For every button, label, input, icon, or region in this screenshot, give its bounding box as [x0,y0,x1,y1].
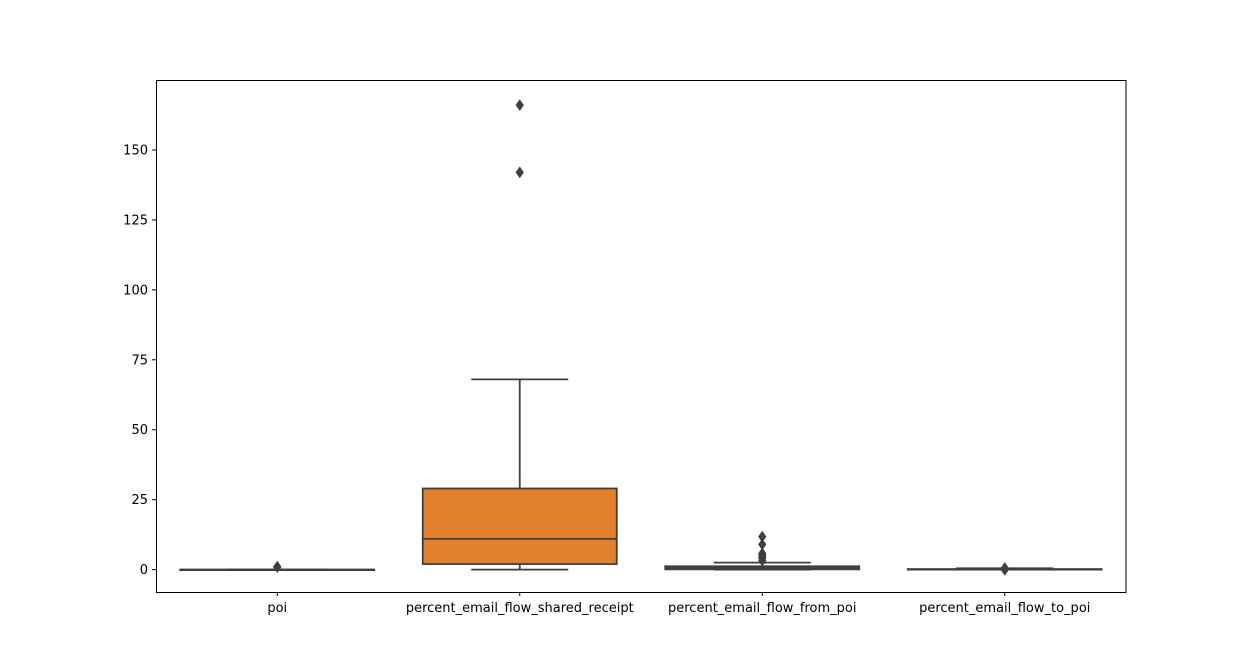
outlier-point [273,560,282,573]
plot-area [156,80,1126,592]
x-tick-label: percent_email_flow_shared_receipt [406,601,634,616]
outlier-point [515,166,524,179]
x-tick-label: poi [267,601,287,616]
outlier-point [758,547,767,560]
axes-frame [156,80,1127,593]
x-tick-label: percent_email_flow_to_poi [919,601,1090,616]
box-group-percent-email-flow-from-poi [664,530,861,571]
outlier-point [758,530,767,543]
outlier-point [758,538,767,551]
box-group-poi [179,560,376,573]
y-tick-label: 125 [123,213,148,228]
y-tick-label: 0 [140,563,148,578]
box-group-percent-email-flow-shared-receipt [421,99,618,571]
outlier-point [1000,564,1009,576]
y-tick-label: 75 [131,353,148,368]
x-tick-label: percent_email_flow_from_poi [668,601,857,616]
y-tick-label: 100 [123,283,148,298]
y-tick-label: 25 [131,493,148,508]
y-tick-label: 150 [123,143,148,158]
box-group-percent-email-flow-to-poi [906,562,1103,576]
box [421,487,618,565]
y-tick-label: 50 [131,423,148,438]
outlier-point [515,99,524,112]
